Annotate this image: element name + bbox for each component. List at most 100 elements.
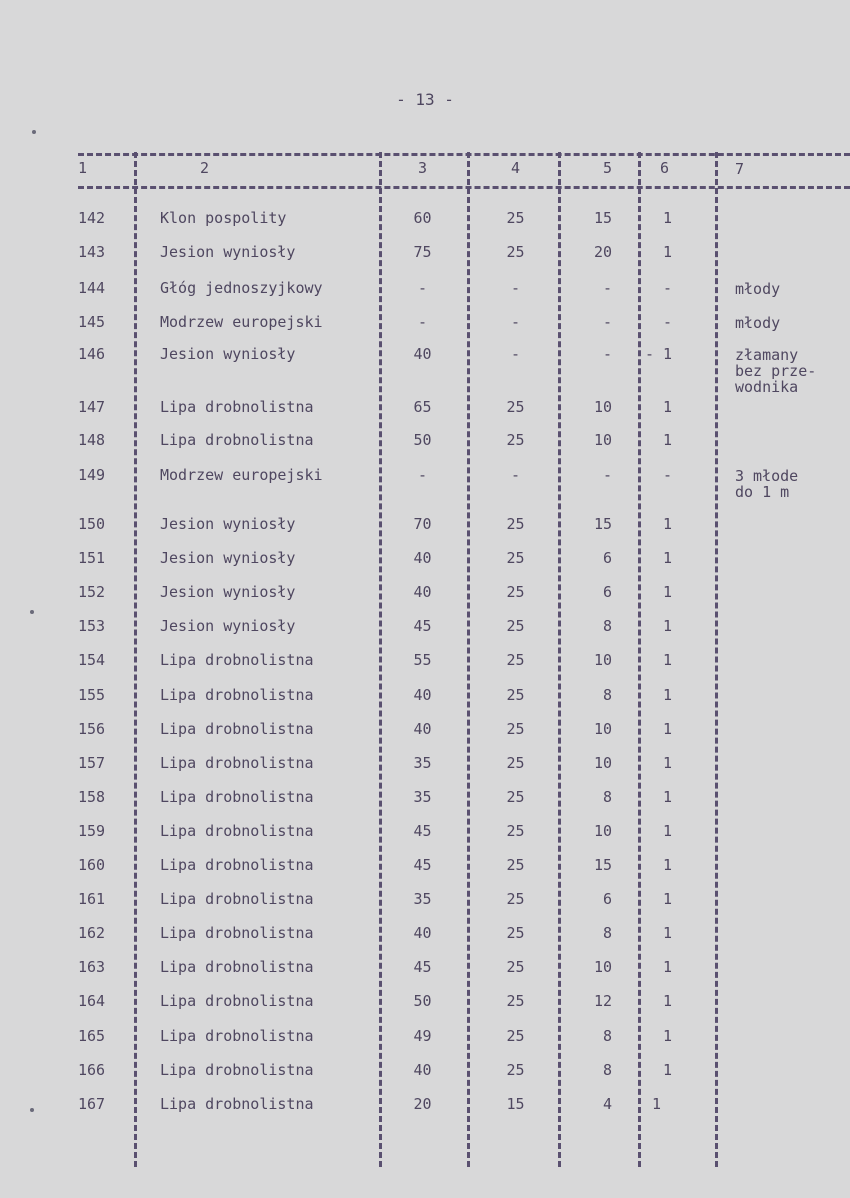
row-number: 145 (78, 313, 106, 331)
col-6: 1 (663, 856, 673, 874)
species: Lipa drobnolistna (160, 856, 314, 874)
remarks: 3 młode do 1 m (735, 467, 799, 501)
species: Lipa drobnolistna (160, 821, 314, 840)
col-3: 45 (413, 958, 432, 977)
header-cell: 7 (735, 160, 745, 178)
col-4: 25 (506, 651, 525, 670)
col-3: 45 (413, 821, 432, 840)
col-3: - (417, 279, 428, 297)
col-4: 25 (506, 515, 525, 533)
col-4: 25 (506, 1026, 525, 1045)
col-6: - (663, 466, 673, 484)
col-6: 1 (663, 958, 673, 977)
row-number: 153 (78, 617, 106, 636)
species: Jesion wyniosły (160, 243, 296, 261)
row-number: 159 (78, 821, 106, 840)
species: Lipa drobnolistna (160, 685, 314, 704)
header-cell: 4 (510, 159, 521, 177)
row-number: 167 (78, 1094, 106, 1113)
species: Lipa drobnolistna (160, 992, 314, 1011)
col-3: 75 (413, 243, 432, 261)
col-3: 50 (413, 992, 432, 1011)
species: Głóg jednoszyjkowy (160, 279, 323, 297)
species: Lipa drobnolistna (160, 890, 314, 909)
col-4: 25 (506, 787, 525, 806)
col-3: 45 (413, 617, 432, 636)
header-cell: 2 (200, 159, 210, 177)
col-6: 1 (663, 617, 673, 636)
col-6: 1 (663, 1060, 673, 1079)
remarks: młody (735, 314, 781, 332)
col-3: 65 (413, 398, 432, 416)
col-5: 4 (602, 1094, 612, 1113)
species: Modrzew europejski (160, 466, 323, 484)
col-5: 8 (602, 924, 612, 943)
col-3: 40 (413, 924, 432, 943)
col-4: 25 (506, 583, 525, 602)
column-divider (379, 152, 382, 1167)
col-6: 1 (663, 685, 673, 704)
header-cell: 6 (660, 159, 670, 177)
col-4: 25 (506, 209, 525, 227)
col-3: 70 (413, 515, 432, 533)
header-cell: 5 (602, 159, 612, 177)
species: Jesion wyniosły (160, 345, 296, 363)
row-number: 164 (78, 992, 106, 1011)
column-divider (715, 152, 718, 1167)
col-6: 1 (663, 431, 673, 449)
row-number: 150 (78, 515, 106, 533)
col-3: 35 (413, 753, 432, 772)
row-number: 149 (78, 466, 106, 484)
col-6: 1 (663, 719, 673, 738)
col-5: 20 (593, 243, 612, 261)
col-3: 40 (413, 1060, 432, 1079)
col-5: 10 (593, 651, 612, 670)
species: Jesion wyniosły (160, 617, 296, 636)
species: Lipa drobnolistna (160, 1026, 314, 1045)
punch-mark (32, 130, 36, 134)
col-6: 1 (663, 651, 673, 670)
col-4: 25 (506, 243, 525, 261)
col-5: 15 (593, 209, 612, 227)
col-4: 25 (506, 549, 525, 568)
row-number: 152 (78, 583, 106, 602)
punch-mark (30, 610, 34, 614)
col-4: 25 (506, 821, 525, 840)
species: Jesion wyniosły (160, 549, 296, 568)
species: Lipa drobnolistna (160, 958, 314, 977)
page-number: - 13 - (396, 90, 454, 109)
row-number: 148 (78, 431, 106, 449)
header-top-rule (78, 153, 850, 156)
species: Modrzew europejski (160, 313, 323, 331)
row-number: 160 (78, 856, 106, 874)
species: Lipa drobnolistna (160, 753, 314, 772)
col-5: 8 (602, 1026, 612, 1045)
species: Lipa drobnolistna (160, 1094, 314, 1113)
species: Lipa drobnolistna (160, 787, 314, 806)
col-3: 40 (413, 549, 432, 568)
row-number: 166 (78, 1060, 106, 1079)
col-4: 25 (506, 1060, 525, 1079)
col-4: 25 (506, 685, 525, 704)
row-number: 151 (78, 549, 106, 568)
header-cell: 1 (78, 159, 88, 177)
species: Lipa drobnolistna (160, 651, 314, 670)
col-3: 50 (413, 431, 432, 449)
col-3: 40 (413, 719, 432, 738)
col-5: 8 (602, 787, 612, 806)
col-3: 35 (413, 890, 432, 909)
col-3: 45 (413, 856, 432, 874)
col-6: 1 (663, 924, 673, 943)
row-number: 158 (78, 787, 106, 806)
row-number: 163 (78, 958, 106, 977)
col-5: 8 (602, 1060, 612, 1079)
col-6: 1 (663, 243, 673, 261)
row-number: 146 (78, 345, 106, 363)
column-divider (134, 152, 137, 1167)
col-4: 25 (506, 719, 525, 738)
column-divider (467, 152, 470, 1167)
col-6: 1 (663, 209, 673, 227)
col-3: 49 (413, 1026, 432, 1045)
col-6: 1 (663, 398, 673, 416)
col-5: - (602, 313, 612, 331)
